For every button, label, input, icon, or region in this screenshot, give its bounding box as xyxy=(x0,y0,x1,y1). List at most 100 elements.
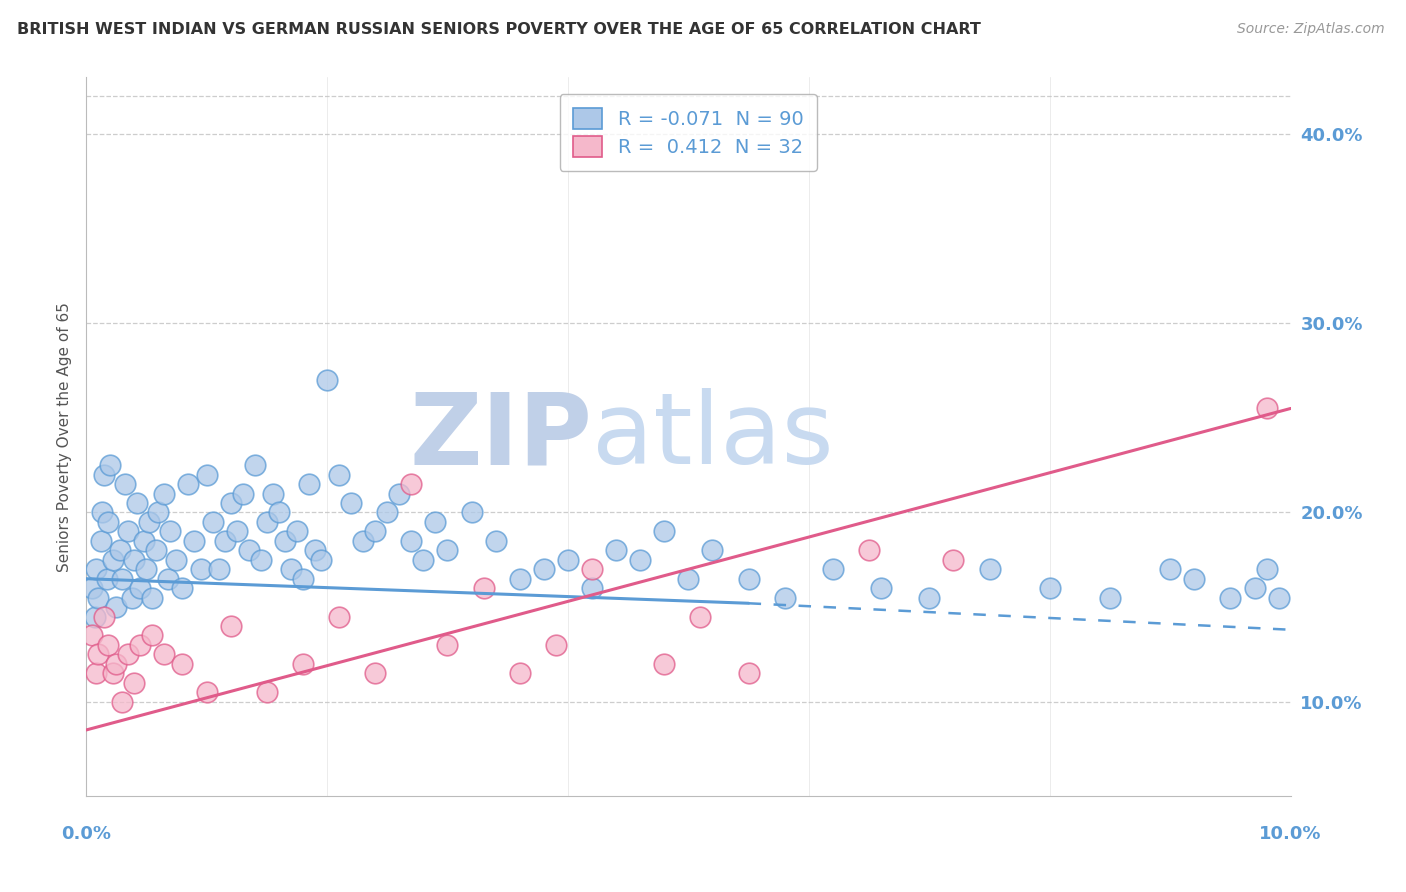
Point xyxy=(509,666,531,681)
Point xyxy=(232,486,254,500)
Point xyxy=(485,533,508,548)
Point xyxy=(111,572,134,586)
Point xyxy=(84,562,107,576)
Point xyxy=(122,553,145,567)
Point xyxy=(1256,562,1278,576)
Text: ZIP: ZIP xyxy=(409,388,592,485)
Point xyxy=(195,467,218,482)
Point xyxy=(105,600,128,615)
Point xyxy=(291,657,314,671)
Point xyxy=(84,666,107,681)
Point xyxy=(207,562,229,576)
Text: 10.0%: 10.0% xyxy=(1260,824,1322,843)
Point xyxy=(1039,581,1062,595)
Point xyxy=(652,524,675,539)
Point xyxy=(125,496,148,510)
Point xyxy=(436,638,458,652)
Point xyxy=(1159,562,1181,576)
Point xyxy=(183,533,205,548)
Point xyxy=(156,572,179,586)
Point xyxy=(401,533,423,548)
Point xyxy=(256,515,278,529)
Point xyxy=(1182,572,1205,586)
Point xyxy=(581,581,603,595)
Point xyxy=(364,524,387,539)
Point xyxy=(425,515,447,529)
Point xyxy=(93,467,115,482)
Point xyxy=(291,572,314,586)
Point xyxy=(628,553,651,567)
Point xyxy=(201,515,224,529)
Point xyxy=(214,533,236,548)
Point xyxy=(581,562,603,576)
Point xyxy=(105,657,128,671)
Point xyxy=(678,572,700,586)
Point xyxy=(401,477,423,491)
Point xyxy=(135,562,157,576)
Point xyxy=(557,553,579,567)
Point xyxy=(280,562,302,576)
Point xyxy=(1098,591,1121,605)
Point xyxy=(129,581,152,595)
Point xyxy=(101,553,124,567)
Point xyxy=(316,373,339,387)
Point xyxy=(195,685,218,699)
Point xyxy=(243,458,266,473)
Point xyxy=(298,477,321,491)
Point xyxy=(388,486,411,500)
Text: atlas: atlas xyxy=(592,388,834,485)
Point xyxy=(80,628,103,642)
Point xyxy=(159,524,181,539)
Point xyxy=(101,666,124,681)
Point xyxy=(129,638,152,652)
Point xyxy=(304,543,326,558)
Point xyxy=(121,591,143,605)
Point xyxy=(737,572,759,586)
Point xyxy=(219,619,242,633)
Point xyxy=(702,543,724,558)
Point xyxy=(1243,581,1265,595)
Point xyxy=(544,638,567,652)
Point xyxy=(262,486,284,500)
Point xyxy=(689,609,711,624)
Point xyxy=(942,553,965,567)
Point xyxy=(98,458,121,473)
Point xyxy=(225,524,247,539)
Point xyxy=(141,591,163,605)
Point xyxy=(652,657,675,671)
Point xyxy=(114,477,136,491)
Point xyxy=(285,524,308,539)
Point xyxy=(605,543,627,558)
Point xyxy=(153,486,176,500)
Point xyxy=(352,533,374,548)
Point xyxy=(364,666,387,681)
Point xyxy=(309,553,332,567)
Point xyxy=(83,609,105,624)
Point xyxy=(111,695,134,709)
Point xyxy=(1256,401,1278,416)
Point xyxy=(96,572,118,586)
Point xyxy=(328,609,350,624)
Point xyxy=(472,581,495,595)
Point xyxy=(145,543,167,558)
Point xyxy=(274,533,297,548)
Point xyxy=(412,553,434,567)
Point xyxy=(148,506,170,520)
Point xyxy=(918,591,941,605)
Point xyxy=(90,506,112,520)
Point xyxy=(138,515,160,529)
Point xyxy=(117,648,139,662)
Point xyxy=(141,628,163,642)
Point xyxy=(979,562,1001,576)
Point xyxy=(249,553,271,567)
Point xyxy=(436,543,458,558)
Y-axis label: Seniors Poverty Over the Age of 65: Seniors Poverty Over the Age of 65 xyxy=(58,301,72,572)
Point xyxy=(165,553,187,567)
Point xyxy=(256,685,278,699)
Point xyxy=(172,657,194,671)
Point xyxy=(153,648,176,662)
Point xyxy=(340,496,363,510)
Point xyxy=(97,638,120,652)
Point xyxy=(328,467,350,482)
Text: 0.0%: 0.0% xyxy=(60,824,111,843)
